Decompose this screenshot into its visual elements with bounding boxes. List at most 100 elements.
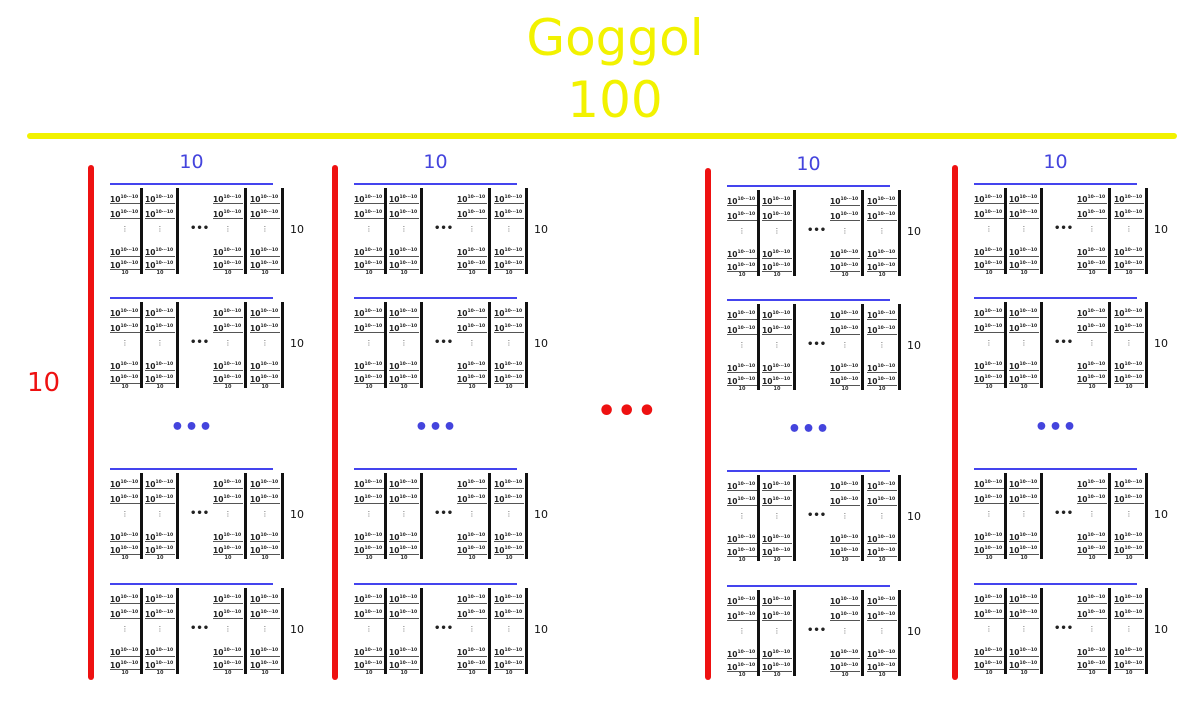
power-tower-entry: 1010⋅⋅⋅10 bbox=[762, 362, 792, 373]
power-tower-entry: 1010⋅⋅⋅10 bbox=[1114, 246, 1144, 257]
entry-exponent: 10⋅⋅⋅10 bbox=[984, 648, 1003, 653]
power-tower-entry: 1010⋅⋅⋅10 bbox=[494, 307, 524, 318]
block-height-label: 10 bbox=[534, 623, 548, 636]
power-tower-entry: 1010⋅⋅⋅10 bbox=[213, 193, 243, 204]
column-ellipsis: ••• bbox=[1054, 623, 1074, 634]
entry-base: 10 bbox=[830, 197, 841, 206]
entry-base: 10 bbox=[1009, 610, 1020, 619]
power-tower-entry: 1010⋅⋅⋅10 bbox=[1114, 193, 1144, 204]
power-tower-entry: 1010⋅⋅⋅10 bbox=[1114, 373, 1144, 384]
power-tower-entry: 1010⋅⋅⋅10 bbox=[145, 646, 175, 657]
column-ellipsis: ••• bbox=[807, 339, 827, 350]
entry-exponent: 10⋅⋅⋅10 bbox=[504, 248, 523, 253]
entry-base: 10 bbox=[762, 263, 773, 272]
block-top-line bbox=[354, 583, 517, 585]
entry-base: 10 bbox=[250, 595, 261, 604]
entry-base: 10 bbox=[1114, 546, 1125, 555]
column-ellipsis: ••• bbox=[434, 623, 454, 634]
entry-base: 10 bbox=[1114, 248, 1125, 257]
stack-count-label: 10 bbox=[224, 384, 232, 390]
tower-column: 1010⋅⋅⋅10 1010⋅⋅⋅10 ⋮ 1010⋅⋅⋅10 1010⋅⋅⋅10 10 bbox=[250, 189, 280, 276]
entry-base: 10 bbox=[457, 309, 468, 318]
block-top-line bbox=[727, 185, 890, 187]
power-tower-entry: 1010⋅⋅⋅10 bbox=[389, 544, 419, 555]
power-tower-entry: 1010⋅⋅⋅10 bbox=[1114, 259, 1144, 270]
power-tower-entry: 1010⋅⋅⋅10 bbox=[110, 208, 140, 219]
power-tower-entry: 1010⋅⋅⋅10 bbox=[1077, 659, 1107, 670]
power-tower-entry: 1010⋅⋅⋅10 bbox=[354, 608, 384, 619]
entry-base: 10 bbox=[974, 648, 985, 657]
entry-base: 10 bbox=[867, 663, 878, 672]
power-tower-entry: 1010⋅⋅⋅10 bbox=[727, 324, 757, 335]
power-tower-entry: 1010⋅⋅⋅10 bbox=[1009, 531, 1039, 542]
block-height-label: 10 bbox=[907, 339, 921, 352]
power-tower-entry: 1010⋅⋅⋅10 bbox=[727, 248, 757, 259]
stack-count-label: 10 bbox=[156, 670, 164, 676]
tower-column: 1010⋅⋅⋅10 1010⋅⋅⋅10 ⋮ 1010⋅⋅⋅10 1010⋅⋅⋅10 10 bbox=[762, 305, 792, 392]
entry-base: 10 bbox=[457, 375, 468, 384]
entry-exponent: 10⋅⋅⋅10 bbox=[223, 375, 242, 380]
entry-base: 10 bbox=[867, 364, 878, 373]
stack-count-label: 10 bbox=[365, 384, 373, 390]
entry-base: 10 bbox=[1114, 309, 1125, 318]
entry-exponent: 10⋅⋅⋅10 bbox=[877, 497, 896, 502]
column-bar bbox=[140, 588, 143, 674]
power-tower-entry: 1010⋅⋅⋅10 bbox=[213, 360, 243, 371]
entry-exponent: 10⋅⋅⋅10 bbox=[772, 663, 791, 668]
power-tower-entry: 1010⋅⋅⋅10 bbox=[213, 373, 243, 384]
tower-column: 1010⋅⋅⋅10 1010⋅⋅⋅10 ⋮ 1010⋅⋅⋅10 1010⋅⋅⋅10 10 bbox=[1077, 189, 1107, 276]
entry-exponent: 10⋅⋅⋅10 bbox=[399, 309, 418, 314]
column-ellipsis: ••• bbox=[190, 508, 210, 519]
entry-base: 10 bbox=[867, 311, 878, 320]
entry-base: 10 bbox=[354, 309, 365, 318]
entry-exponent: 10⋅⋅⋅10 bbox=[155, 480, 174, 485]
power-tower-entry: 1010⋅⋅⋅10 bbox=[1077, 544, 1107, 555]
block-top-line bbox=[727, 585, 890, 587]
tower-column: 1010⋅⋅⋅10 1010⋅⋅⋅10 ⋮ 1010⋅⋅⋅10 1010⋅⋅⋅10 10 bbox=[145, 303, 175, 390]
tower-column: 1010⋅⋅⋅10 1010⋅⋅⋅10 ⋮ 1010⋅⋅⋅10 1010⋅⋅⋅10 10 bbox=[389, 189, 419, 276]
block-height-label: 10 bbox=[290, 508, 304, 521]
entry-base: 10 bbox=[762, 212, 773, 221]
tower-column: 1010⋅⋅⋅10 1010⋅⋅⋅10 ⋮ 1010⋅⋅⋅10 1010⋅⋅⋅10 10 bbox=[762, 191, 792, 278]
entry-base: 10 bbox=[1114, 648, 1125, 657]
stack-count-label: 10 bbox=[1020, 555, 1028, 561]
entry-exponent: 10⋅⋅⋅10 bbox=[840, 326, 859, 331]
column-bar bbox=[1004, 302, 1007, 388]
power-tower-entry: 1010⋅⋅⋅10 bbox=[389, 646, 419, 657]
entry-base: 10 bbox=[145, 324, 156, 333]
entry-base: 10 bbox=[354, 648, 365, 657]
entry-base: 10 bbox=[457, 324, 468, 333]
power-tower-entry: 1010⋅⋅⋅10 bbox=[974, 246, 1004, 257]
power-tower-entry: 1010⋅⋅⋅10 bbox=[1114, 593, 1144, 604]
entry-base: 10 bbox=[110, 480, 121, 489]
vertical-ellipsis: ⋮ bbox=[261, 625, 269, 633]
entry-exponent: 10⋅⋅⋅10 bbox=[260, 546, 279, 551]
power-tower-entry: 1010⋅⋅⋅10 bbox=[494, 360, 524, 371]
tower-column: 1010⋅⋅⋅10 1010⋅⋅⋅10 ⋮ 1010⋅⋅⋅10 1010⋅⋅⋅10 10 bbox=[830, 476, 860, 563]
entry-exponent: 10⋅⋅⋅10 bbox=[737, 263, 756, 268]
power-tower-entry: 1010⋅⋅⋅10 bbox=[974, 360, 1004, 371]
entry-exponent: 10⋅⋅⋅10 bbox=[399, 362, 418, 367]
entry-base: 10 bbox=[1009, 210, 1020, 219]
stack-count-label: 10 bbox=[985, 555, 993, 561]
entry-base: 10 bbox=[974, 210, 985, 219]
entry-exponent: 10⋅⋅⋅10 bbox=[467, 546, 486, 551]
power-tower-entry: 1010⋅⋅⋅10 bbox=[867, 324, 897, 335]
entry-base: 10 bbox=[494, 480, 505, 489]
entry-exponent: 10⋅⋅⋅10 bbox=[120, 195, 139, 200]
vertical-ellipsis: ⋮ bbox=[156, 225, 164, 233]
entry-exponent: 10⋅⋅⋅10 bbox=[364, 210, 383, 215]
column-ellipsis: ••• bbox=[807, 225, 827, 236]
entry-exponent: 10⋅⋅⋅10 bbox=[120, 210, 139, 215]
entry-exponent: 10⋅⋅⋅10 bbox=[120, 610, 139, 615]
entry-exponent: 10⋅⋅⋅10 bbox=[737, 497, 756, 502]
entry-exponent: 10⋅⋅⋅10 bbox=[1124, 210, 1143, 215]
column-bar bbox=[281, 588, 284, 674]
entry-base: 10 bbox=[110, 648, 121, 657]
column-bar bbox=[793, 475, 796, 561]
power-tower-entry: 1010⋅⋅⋅10 bbox=[389, 659, 419, 670]
tower-column: 1010⋅⋅⋅10 1010⋅⋅⋅10 ⋮ 1010⋅⋅⋅10 1010⋅⋅⋅10 10 bbox=[762, 591, 792, 678]
vertical-ellipsis: ⋮ bbox=[841, 227, 849, 235]
entry-exponent: 10⋅⋅⋅10 bbox=[504, 480, 523, 485]
power-tower-entry: 1010⋅⋅⋅10 bbox=[250, 646, 280, 657]
